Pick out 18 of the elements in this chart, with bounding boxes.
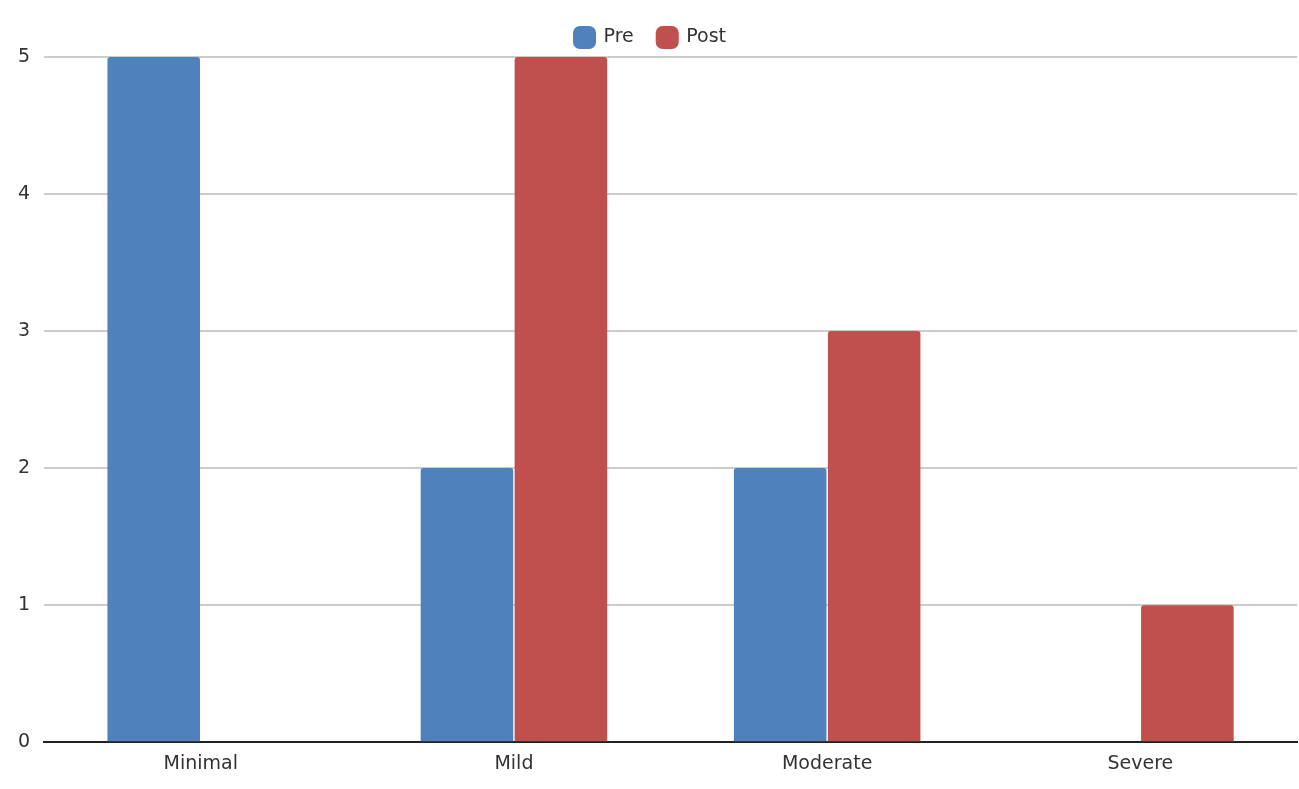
y-tick-label: 3 — [17, 318, 31, 341]
bar — [733, 468, 827, 742]
x-tick-label: Severe — [1107, 750, 1174, 773]
x-tick-label: Moderate — [781, 750, 873, 773]
y-tick-label: 2 — [17, 455, 31, 478]
x-tick-label: Mild — [494, 750, 534, 773]
y-tick-label: 1 — [17, 592, 31, 615]
bar — [1141, 605, 1234, 742]
y-tick-label: 0 — [17, 729, 31, 752]
legend-label: Post — [686, 24, 726, 47]
bar — [827, 331, 921, 742]
x-tick-label: Minimal — [163, 750, 238, 773]
y-tick-label: 5 — [17, 43, 31, 66]
legend-label: Pre — [603, 24, 634, 47]
bar — [420, 468, 514, 742]
bar — [514, 57, 608, 742]
y-tick-label: 4 — [17, 180, 31, 203]
bar — [107, 57, 200, 742]
